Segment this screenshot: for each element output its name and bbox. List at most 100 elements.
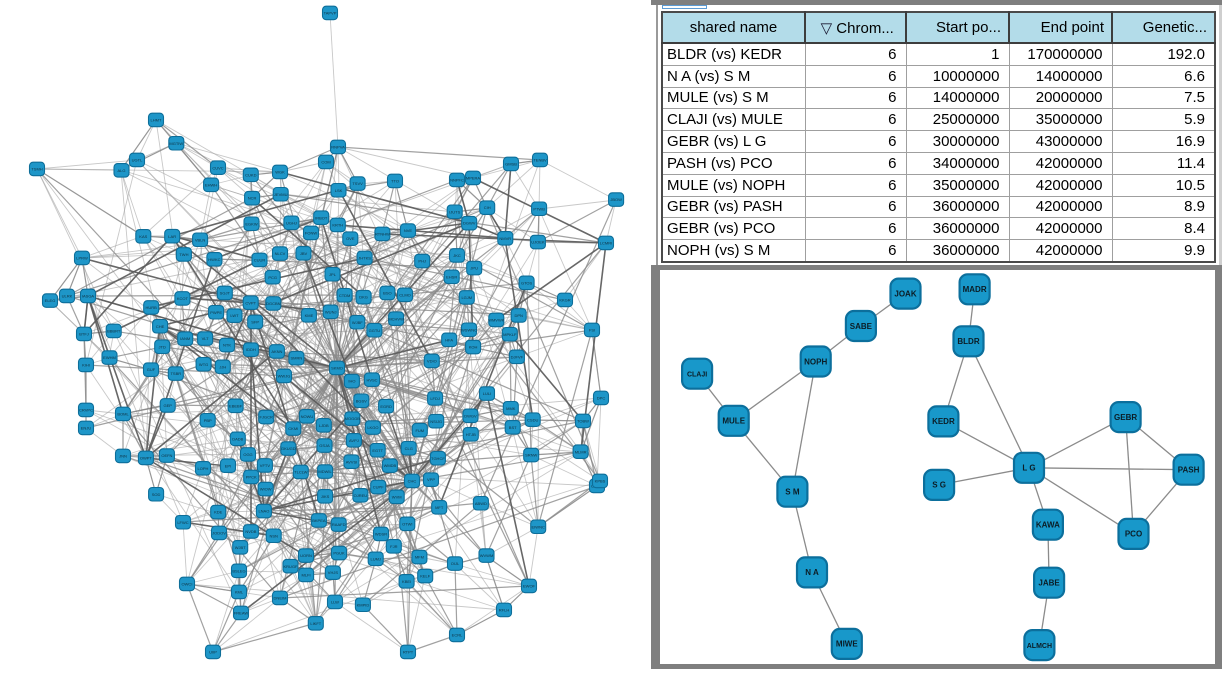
svg-text:WDSR: WDSR (375, 532, 387, 537)
svg-text:LJDB: LJDB (319, 423, 329, 428)
svg-text:BLDR: BLDR (957, 337, 979, 346)
svg-text:FONW: FONW (305, 231, 317, 236)
svg-text:RTPT: RTPT (403, 650, 414, 655)
svg-text:NNPFC: NNPFC (450, 178, 464, 183)
svg-text:GUF: GUF (147, 367, 156, 372)
svg-text:VDIO: VDIO (427, 359, 437, 364)
svg-text:DKG: DKG (359, 295, 368, 300)
svg-text:EBEBF: EBEBF (229, 404, 243, 409)
svg-text:CLAJI: CLAJI (687, 372, 707, 379)
svg-text:LFDJ: LFDJ (430, 396, 440, 401)
svg-text:KRTH: KRTH (332, 223, 343, 228)
svg-text:DADB: DADB (232, 436, 243, 441)
svg-text:NSN: NSN (269, 533, 278, 538)
svg-text:UGTL: UGTL (132, 158, 143, 163)
svg-text:SFP: SFP (251, 320, 259, 325)
svg-text:KRUGF: KRUGF (284, 564, 299, 569)
svg-text:TGHCF: TGHCF (431, 456, 445, 461)
svg-text:BSLEG: BSLEG (232, 569, 245, 574)
svg-text:LULI: LULI (483, 391, 491, 396)
svg-text:NSIJG: NSIJG (430, 419, 442, 424)
svg-text:LPRW: LPRW (76, 256, 88, 261)
svg-text:LLW: LLW (331, 600, 339, 605)
svg-text:WUNJ: WUNJ (325, 310, 337, 315)
svg-text:CRVPC: CRVPC (79, 408, 93, 413)
svg-text:NCR: NCR (248, 196, 257, 201)
svg-text:TSVV: TSVV (352, 181, 363, 186)
svg-text:HVSC: HVSC (366, 377, 377, 382)
svg-text:SABE: SABE (850, 322, 873, 331)
svg-text:VPP: VPP (427, 477, 435, 482)
svg-text:AKNN: AKNN (271, 349, 282, 354)
svg-text:NOWU: NOWU (301, 414, 314, 419)
svg-text:JKC: JKC (453, 253, 461, 258)
svg-text:SMRN: SMRN (291, 356, 303, 361)
svg-text:SRNW: SRNW (525, 453, 537, 458)
svg-text:OEFN: OEFN (161, 453, 172, 458)
svg-text:NOPH: NOPH (804, 357, 827, 366)
svg-text:LKGO: LKGO (367, 425, 378, 430)
svg-text:RAAFD: RAAFD (332, 522, 346, 527)
svg-text:PBP: PBP (204, 418, 212, 423)
svg-text:JBOW: JBOW (610, 197, 622, 202)
svg-text:KCOT: KCOT (177, 296, 189, 301)
svg-text:ECRL: ECRL (452, 633, 463, 638)
svg-text:MPKLF: MPKLF (503, 332, 517, 337)
svg-text:JHTKS: JHTKS (358, 256, 371, 261)
svg-text:IRBOT: IRBOT (315, 215, 328, 220)
svg-text:CUKD: CUKD (245, 172, 256, 177)
svg-text:WJBF: WJBF (352, 320, 363, 325)
svg-text:OVE: OVE (346, 236, 355, 241)
svg-text:DGCBN: DGCBN (266, 301, 281, 306)
svg-text:KME: KME (305, 313, 314, 318)
svg-text:CUPF: CUPF (373, 485, 384, 490)
svg-text:PPCK: PPCK (246, 475, 257, 480)
svg-text:CUVC: CUVC (212, 165, 223, 170)
svg-text:CLG: CLG (405, 446, 413, 451)
svg-text:KOH: KOH (469, 345, 478, 350)
svg-text:JEVMU: JEVMU (274, 192, 288, 197)
svg-text:JIKS: JIKS (321, 494, 330, 499)
svg-text:GKUGD: GKUGD (281, 446, 296, 451)
svg-text:OIJL: OIJL (451, 561, 460, 566)
svg-text:CLMO: CLMO (399, 292, 411, 297)
svg-text:MPERA: MPERA (466, 176, 481, 181)
svg-text:ABWD: ABWD (475, 501, 487, 506)
svg-text:HFA: HFA (445, 337, 453, 342)
svg-text:KDE: KDE (214, 510, 223, 515)
svg-text:FSI: FSI (589, 328, 595, 333)
svg-text:IDDH: IDDH (246, 347, 256, 352)
svg-text:MDWIL: MDWIL (318, 469, 332, 474)
svg-text:LIKFT: LIKFT (310, 621, 321, 626)
svg-text:WIOW: WIOW (260, 487, 272, 492)
svg-text:EGTT: EGTT (372, 448, 383, 453)
svg-text:NTK: NTK (223, 343, 231, 348)
svg-text:FJR: FJR (390, 544, 397, 549)
svg-text:UIIP: UIIP (209, 650, 217, 655)
svg-text:FUM: FUM (415, 428, 424, 433)
svg-text:BKPEA: BKPEA (312, 518, 326, 523)
svg-text:TAPVP: TAPVP (324, 11, 337, 16)
svg-text:IHO: IHO (348, 379, 355, 384)
svg-text:WJBT: WJBT (235, 545, 246, 550)
svg-text:S M: S M (785, 488, 800, 497)
svg-text:BST: BST (509, 425, 517, 430)
svg-text:N A: N A (805, 568, 819, 577)
svg-text:MULE: MULE (722, 417, 745, 426)
svg-text:MCHVW: MCHVW (388, 316, 404, 321)
svg-text:CSDU: CSDU (527, 417, 538, 422)
svg-text:OWCI: OWCI (182, 582, 193, 587)
svg-text:PCO: PCO (1125, 530, 1142, 539)
svg-text:RTNHW: RTNHW (375, 232, 390, 237)
svg-text:VFTV: VFTV (260, 463, 271, 468)
svg-text:UORN: UORN (300, 553, 312, 558)
svg-text:EWHM: EWHM (103, 355, 116, 360)
svg-text:AVPJ: AVPJ (349, 438, 359, 443)
svg-text:JTD: JTD (159, 344, 166, 349)
svg-text:CHC: CHC (408, 479, 417, 484)
svg-text:AVVSI: AVVSI (346, 459, 358, 464)
svg-text:TSMH: TSMH (31, 167, 42, 172)
svg-text:TENBV: TENBV (533, 158, 547, 163)
svg-text:ELEG: ELEG (45, 298, 56, 303)
svg-text:DGWV: DGWV (463, 221, 476, 226)
